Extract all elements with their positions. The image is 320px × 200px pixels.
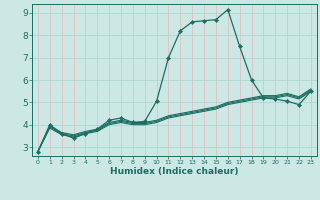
X-axis label: Humidex (Indice chaleur): Humidex (Indice chaleur) xyxy=(110,167,239,176)
